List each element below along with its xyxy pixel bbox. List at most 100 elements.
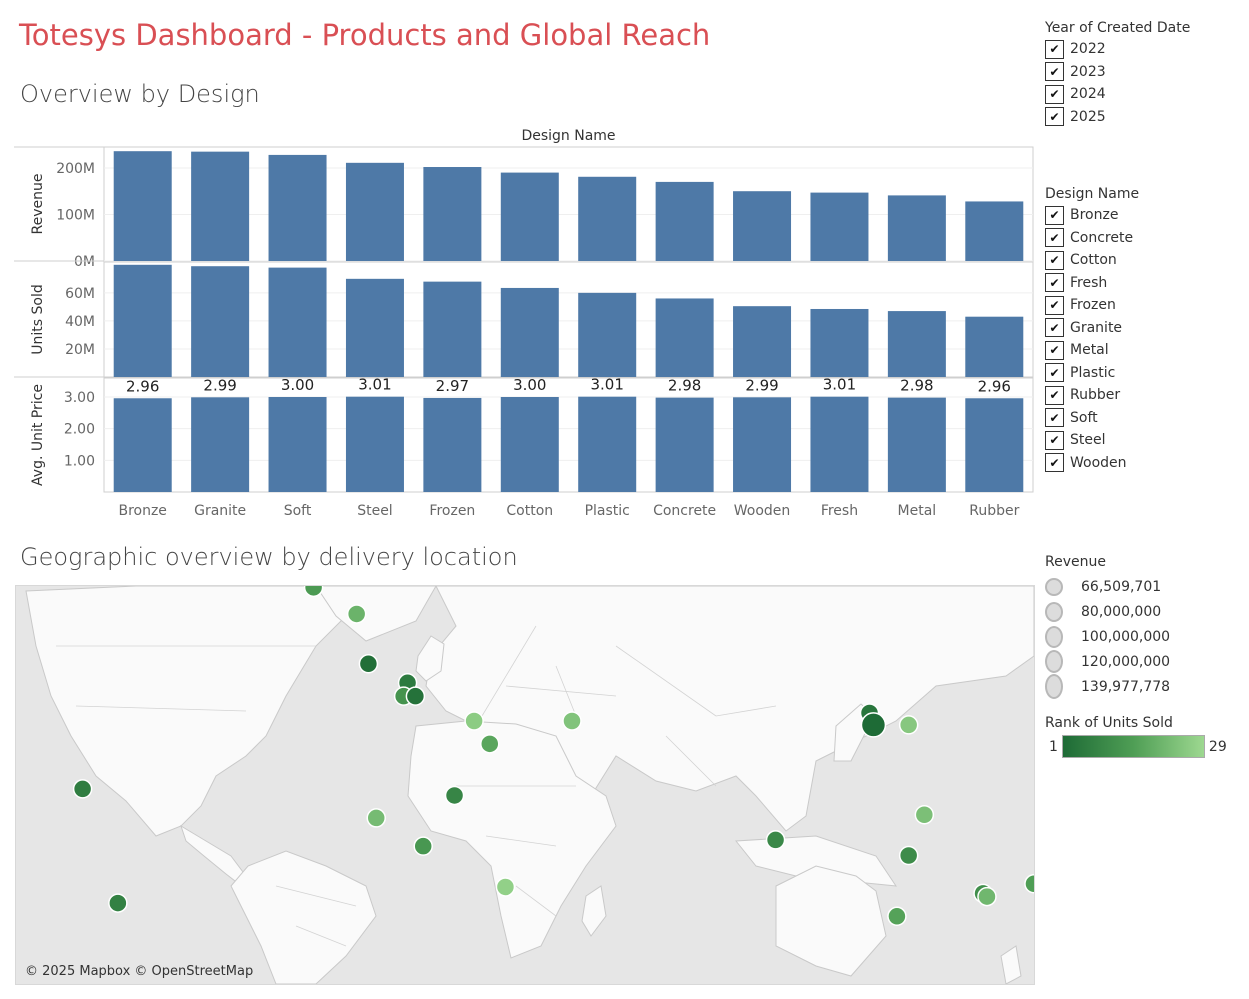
checkbox-checked-icon[interactable] — [1045, 363, 1064, 383]
location-marker[interactable] — [405, 686, 426, 706]
south-america-land — [230, 850, 377, 984]
bar[interactable] — [268, 397, 327, 492]
bar[interactable] — [268, 154, 327, 261]
year-option-2023[interactable]: 2023 — [1045, 61, 1190, 84]
bar[interactable] — [733, 191, 792, 261]
design-option-frozen[interactable]: Frozen — [1045, 294, 1139, 317]
bar[interactable] — [113, 264, 172, 377]
location-marker[interactable] — [108, 893, 128, 913]
location-marker[interactable] — [860, 712, 887, 738]
design-option-label: Wooden — [1070, 454, 1127, 471]
bar[interactable] — [810, 308, 869, 377]
design-option-wooden[interactable]: Wooden — [1045, 452, 1139, 475]
location-marker[interactable] — [914, 805, 935, 825]
design-option-fresh[interactable]: Fresh — [1045, 272, 1139, 295]
bar[interactable] — [191, 151, 250, 261]
y-tick-label: 20M — [65, 342, 95, 358]
bar[interactable] — [113, 398, 172, 492]
bar[interactable] — [345, 396, 404, 492]
bar[interactable] — [733, 306, 792, 377]
location-marker[interactable] — [898, 845, 919, 866]
revenue-legend-item: 120,000,000 — [1045, 649, 1170, 674]
bar[interactable] — [268, 267, 327, 377]
location-marker[interactable] — [1024, 874, 1034, 894]
checkbox-checked-icon[interactable] — [1045, 205, 1064, 225]
design-option-plastic[interactable]: Plastic — [1045, 362, 1139, 385]
location-marker[interactable] — [765, 830, 786, 850]
checkbox-checked-icon[interactable] — [1045, 84, 1064, 104]
bar[interactable] — [655, 298, 714, 377]
bar[interactable] — [345, 278, 404, 377]
bar[interactable] — [965, 316, 1024, 377]
design-option-steel[interactable]: Steel — [1045, 429, 1139, 452]
bar[interactable] — [578, 292, 637, 377]
checkbox-checked-icon[interactable] — [1045, 340, 1064, 360]
bar[interactable] — [965, 201, 1024, 261]
location-marker[interactable] — [495, 877, 516, 897]
location-marker[interactable] — [72, 779, 93, 799]
bar[interactable] — [887, 195, 946, 261]
location-marker[interactable] — [898, 715, 919, 735]
checkbox-checked-icon[interactable] — [1045, 107, 1064, 127]
design-option-cotton[interactable]: Cotton — [1045, 249, 1139, 272]
location-marker[interactable] — [444, 785, 465, 806]
bar[interactable] — [733, 397, 792, 492]
checkbox-checked-icon[interactable] — [1045, 295, 1064, 315]
data-label: 2.99 — [203, 376, 236, 394]
bar[interactable] — [655, 181, 714, 261]
year-option-2024[interactable]: 2024 — [1045, 83, 1190, 106]
bar[interactable] — [191, 397, 250, 492]
bar[interactable] — [191, 266, 250, 377]
checkbox-checked-icon[interactable] — [1045, 318, 1064, 338]
design-option-metal[interactable]: Metal — [1045, 339, 1139, 362]
bar[interactable] — [113, 151, 172, 261]
size-circle-icon — [1045, 577, 1063, 596]
bar[interactable] — [578, 396, 637, 492]
bar[interactable] — [423, 397, 482, 492]
bar[interactable] — [423, 281, 482, 377]
design-option-granite[interactable]: Granite — [1045, 317, 1139, 340]
bar[interactable] — [810, 192, 869, 261]
bar[interactable] — [578, 176, 637, 261]
location-marker[interactable] — [464, 711, 484, 731]
world-map-svg[interactable] — [16, 586, 1034, 984]
bar[interactable] — [965, 398, 1024, 492]
location-marker[interactable] — [413, 836, 433, 856]
location-marker[interactable] — [346, 604, 367, 624]
data-label: 3.00 — [513, 376, 546, 394]
bar[interactable] — [500, 397, 559, 492]
design-option-label: Concrete — [1070, 229, 1134, 246]
checkbox-checked-icon[interactable] — [1045, 250, 1064, 270]
location-marker[interactable] — [887, 906, 907, 927]
world-map[interactable]: © 2025 Mapbox © OpenStreetMap — [15, 585, 1035, 985]
location-marker[interactable] — [562, 711, 582, 731]
checkbox-checked-icon[interactable] — [1045, 39, 1064, 59]
location-marker[interactable] — [366, 808, 386, 828]
location-marker[interactable] — [358, 654, 379, 674]
design-option-concrete[interactable]: Concrete — [1045, 227, 1139, 250]
checkbox-checked-icon[interactable] — [1045, 453, 1064, 473]
location-marker[interactable] — [303, 586, 324, 598]
location-marker[interactable] — [480, 734, 500, 754]
bar[interactable] — [345, 162, 404, 261]
bar[interactable] — [810, 396, 869, 492]
checkbox-checked-icon[interactable] — [1045, 273, 1064, 293]
checkbox-checked-icon[interactable] — [1045, 385, 1064, 405]
year-option-2022[interactable]: 2022 — [1045, 38, 1190, 61]
design-option-bronze[interactable]: Bronze — [1045, 204, 1139, 227]
year-option-2025[interactable]: 2025 — [1045, 106, 1190, 129]
checkbox-checked-icon[interactable] — [1045, 408, 1064, 428]
bar[interactable] — [655, 397, 714, 492]
bar[interactable] — [500, 172, 559, 261]
checkbox-checked-icon[interactable] — [1045, 430, 1064, 450]
design-option-soft[interactable]: Soft — [1045, 407, 1139, 430]
bar[interactable] — [887, 397, 946, 492]
bar[interactable] — [887, 311, 946, 377]
checkbox-checked-icon[interactable] — [1045, 228, 1064, 248]
bar[interactable] — [500, 287, 559, 377]
checkbox-checked-icon[interactable] — [1045, 62, 1064, 82]
design-option-rubber[interactable]: Rubber — [1045, 384, 1139, 407]
bar[interactable] — [423, 167, 482, 261]
y-axis-label: Revenue — [30, 174, 46, 235]
location-marker[interactable] — [977, 886, 997, 907]
